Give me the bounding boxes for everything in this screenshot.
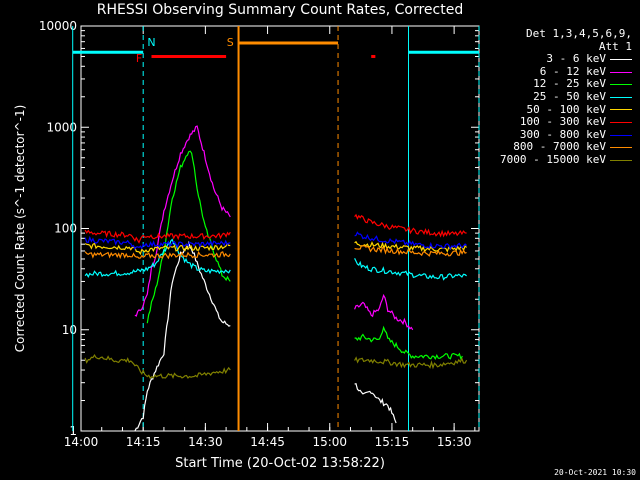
series-line-100-300-keV — [354, 213, 467, 238]
series-line-12-25-keV — [354, 325, 463, 361]
legend-entry-label: 50 - 100 keV — [526, 102, 606, 116]
series-line-7000-15000-keV — [84, 353, 231, 380]
legend-entry: 25 - 50 keV — [500, 89, 632, 104]
series-line-3-6-keV — [354, 382, 397, 424]
x-tick-label: 14:00 — [64, 435, 99, 449]
x-tick-label: 15:00 — [312, 435, 347, 449]
legend-entry: 800 - 7000 keV — [500, 141, 632, 154]
annotation-F: F — [136, 52, 142, 65]
series-line-100-300-keV — [84, 229, 231, 244]
legend-entry-label: 25 - 50 keV — [533, 89, 606, 103]
x-axis-label: Start Time (20-Oct-02 13:58:22) — [175, 456, 385, 471]
legend-entry-swatch — [610, 121, 632, 123]
generation-timestamp: 20-Oct-2021 10:30 — [554, 468, 636, 477]
x-tick-label: 14:15 — [126, 435, 161, 449]
legend-entry-label: 7000 - 15000 keV — [500, 152, 606, 166]
legend-header-attenuator: Att 1 — [598, 39, 632, 53]
series-line-12-25-keV — [146, 150, 231, 324]
legend-entries: 3 - 6 keV 6 - 12 keV 12 - 25 keV 25 - 50 ke… — [500, 53, 632, 166]
annotation-S: S — [227, 36, 234, 49]
legend-entry: 300 - 800 keV — [500, 127, 632, 142]
legend-entry-swatch — [610, 58, 632, 60]
series-line-50-100-keV — [354, 240, 467, 253]
x-tick-label: 14:45 — [250, 435, 285, 449]
legend-entry-swatch — [610, 109, 632, 111]
y-tick-label: 1000 — [46, 120, 77, 134]
legend-entry: 7000 - 15000 keV — [500, 152, 632, 167]
legend-entry-label: 3 - 6 keV — [546, 52, 606, 66]
legend-entry: 12 - 25 keV — [500, 78, 632, 91]
series-line-25-50-keV — [84, 238, 231, 279]
chart-title: RHESSI Observing Summary Count Rates, Co… — [96, 2, 464, 18]
legend-entry-label: 100 - 300 keV — [519, 115, 606, 129]
legend-entry-label: 12 - 25 keV — [533, 77, 606, 91]
legend: Det 1,3,4,5,6,9, Att 1 3 - 6 keV 6 - 12 k… — [500, 27, 632, 167]
legend-entry-label: 300 - 800 keV — [519, 127, 606, 141]
series-line-800-7000-keV — [354, 245, 467, 257]
legend-entry-swatch — [610, 147, 632, 149]
series-line-50-100-keV — [84, 242, 231, 256]
series-line-300-800-keV — [354, 231, 468, 251]
x-tick-label: 15:30 — [437, 435, 472, 449]
legend-entry-swatch — [610, 134, 632, 136]
y-tick-label: 100 — [54, 222, 77, 236]
series-line-800-7000-keV — [84, 250, 231, 260]
x-tick-label: 15:15 — [375, 435, 410, 449]
series-line-300-800-keV — [84, 235, 231, 251]
plot-frame — [80, 25, 480, 432]
legend-entry: 100 - 300 keV — [500, 116, 632, 129]
x-tick-label: 14:30 — [188, 435, 223, 449]
annotation-N: N — [147, 36, 155, 49]
legend-entry-swatch — [610, 84, 632, 86]
series-line-7000-15000-keV — [354, 356, 468, 370]
series-line-6-12-keV — [354, 293, 414, 331]
legend-entry-swatch — [610, 96, 632, 98]
legend-entry: 3 - 6 keV — [500, 53, 632, 66]
legend-entry-swatch — [610, 71, 632, 73]
legend-entry-label: 6 - 12 keV — [539, 64, 606, 78]
series-line-25-50-keV — [354, 258, 467, 281]
y-axis-label: Corrected Count Rate (s^-1 detector^-1) — [13, 105, 27, 353]
legend-entry-label: 800 - 7000 keV — [513, 140, 606, 154]
legend-entry: 50 - 100 keV — [500, 102, 632, 117]
legend-entry: 6 - 12 keV — [500, 64, 632, 79]
legend-entry-swatch — [610, 159, 632, 161]
y-tick-label: 10 — [62, 323, 77, 337]
y-tick-label: 10000 — [39, 19, 77, 33]
series-line-6-12-keV — [134, 125, 231, 317]
legend-header-detectors: Det 1,3,4,5,6,9, — [526, 27, 632, 40]
